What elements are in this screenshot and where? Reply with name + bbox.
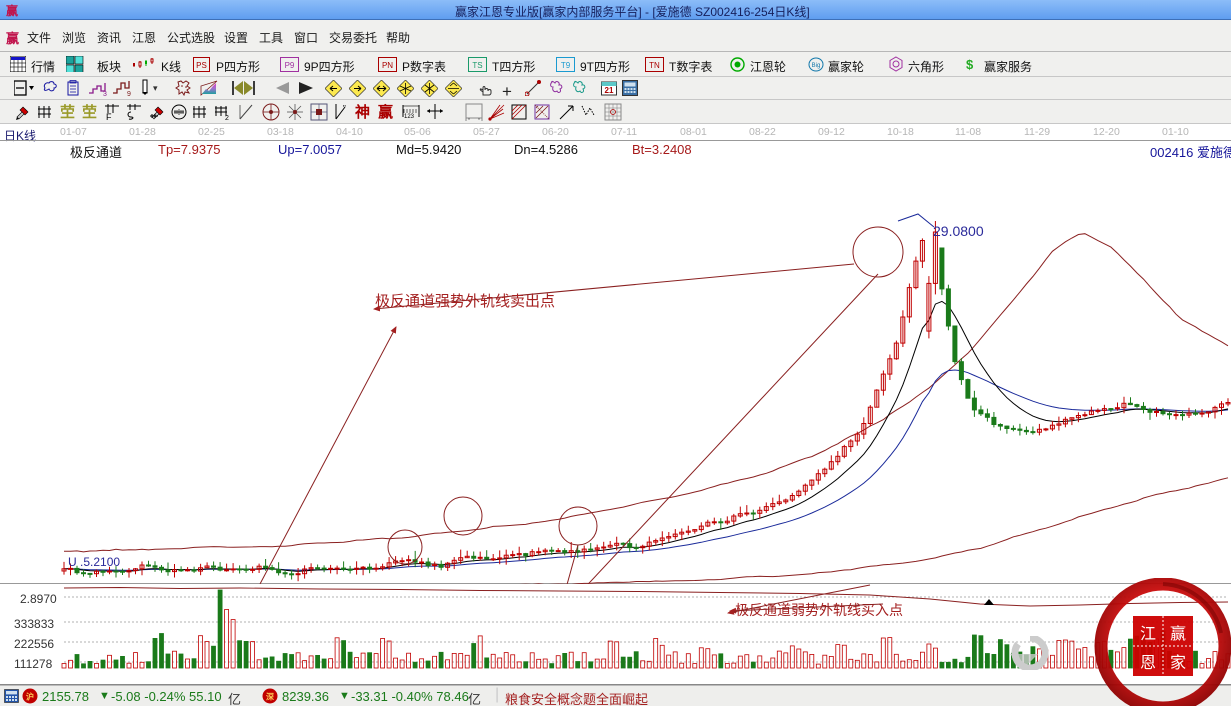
svg-text:": ": [343, 104, 346, 113]
svg-text:U .5.2100: U .5.2100: [68, 555, 120, 569]
svg-text:沪: 沪: [26, 692, 34, 702]
svg-text:3: 3: [103, 91, 107, 96]
svg-text:恩: 恩: [1140, 654, 1156, 672]
svg-text:赢: 赢: [378, 103, 393, 119]
svg-text:茔: 茔: [82, 104, 97, 120]
svg-text:赢: 赢: [1170, 625, 1186, 643]
svg-text:29.0800: 29.0800: [933, 223, 984, 239]
svg-text:Big: Big: [812, 63, 821, 69]
svg-text:家: 家: [1170, 654, 1186, 672]
svg-text:江: 江: [1140, 625, 1156, 643]
svg-text:神: 神: [355, 103, 370, 119]
svg-text:茔: 茔: [60, 104, 75, 120]
svg-text:21: 21: [605, 86, 614, 95]
svg-text:F: F: [106, 112, 112, 120]
svg-text:极反通道强势外轨线卖出点: 极反通道强势外轨线卖出点: [375, 293, 555, 310]
svg-text:9: 9: [127, 91, 131, 96]
svg-text:123: 123: [404, 114, 415, 118]
svg-text:2: 2: [225, 115, 229, 120]
svg-text:深: 深: [266, 692, 274, 702]
